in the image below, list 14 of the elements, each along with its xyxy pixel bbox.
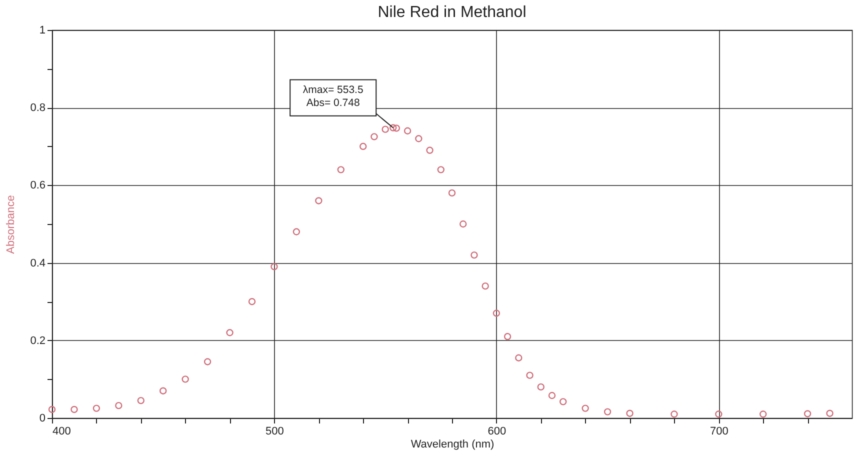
x-tick-label: 400 bbox=[52, 426, 71, 438]
x-tick-label: 600 bbox=[488, 426, 506, 438]
y-tick-label: 0.4 bbox=[30, 257, 46, 270]
y-axis-title: Absorbance bbox=[5, 195, 18, 254]
x-axis-title: Wavelength (nm) bbox=[410, 438, 494, 450]
y-tick-label: 0.2 bbox=[30, 334, 46, 347]
x-tick-label: 500 bbox=[266, 426, 284, 438]
y-tick-label: 1 bbox=[39, 24, 46, 36]
y-tick-label: 0 bbox=[39, 412, 46, 424]
y-tick-label: 0.6 bbox=[30, 180, 46, 192]
y-tick-label: 0.8 bbox=[30, 102, 46, 114]
chart-title: Nile Red in Methanol bbox=[378, 4, 526, 21]
annotation: λmax= 553.5 Abs= 0.748 bbox=[302, 84, 364, 109]
x-tick-label: 700 bbox=[710, 426, 728, 438]
